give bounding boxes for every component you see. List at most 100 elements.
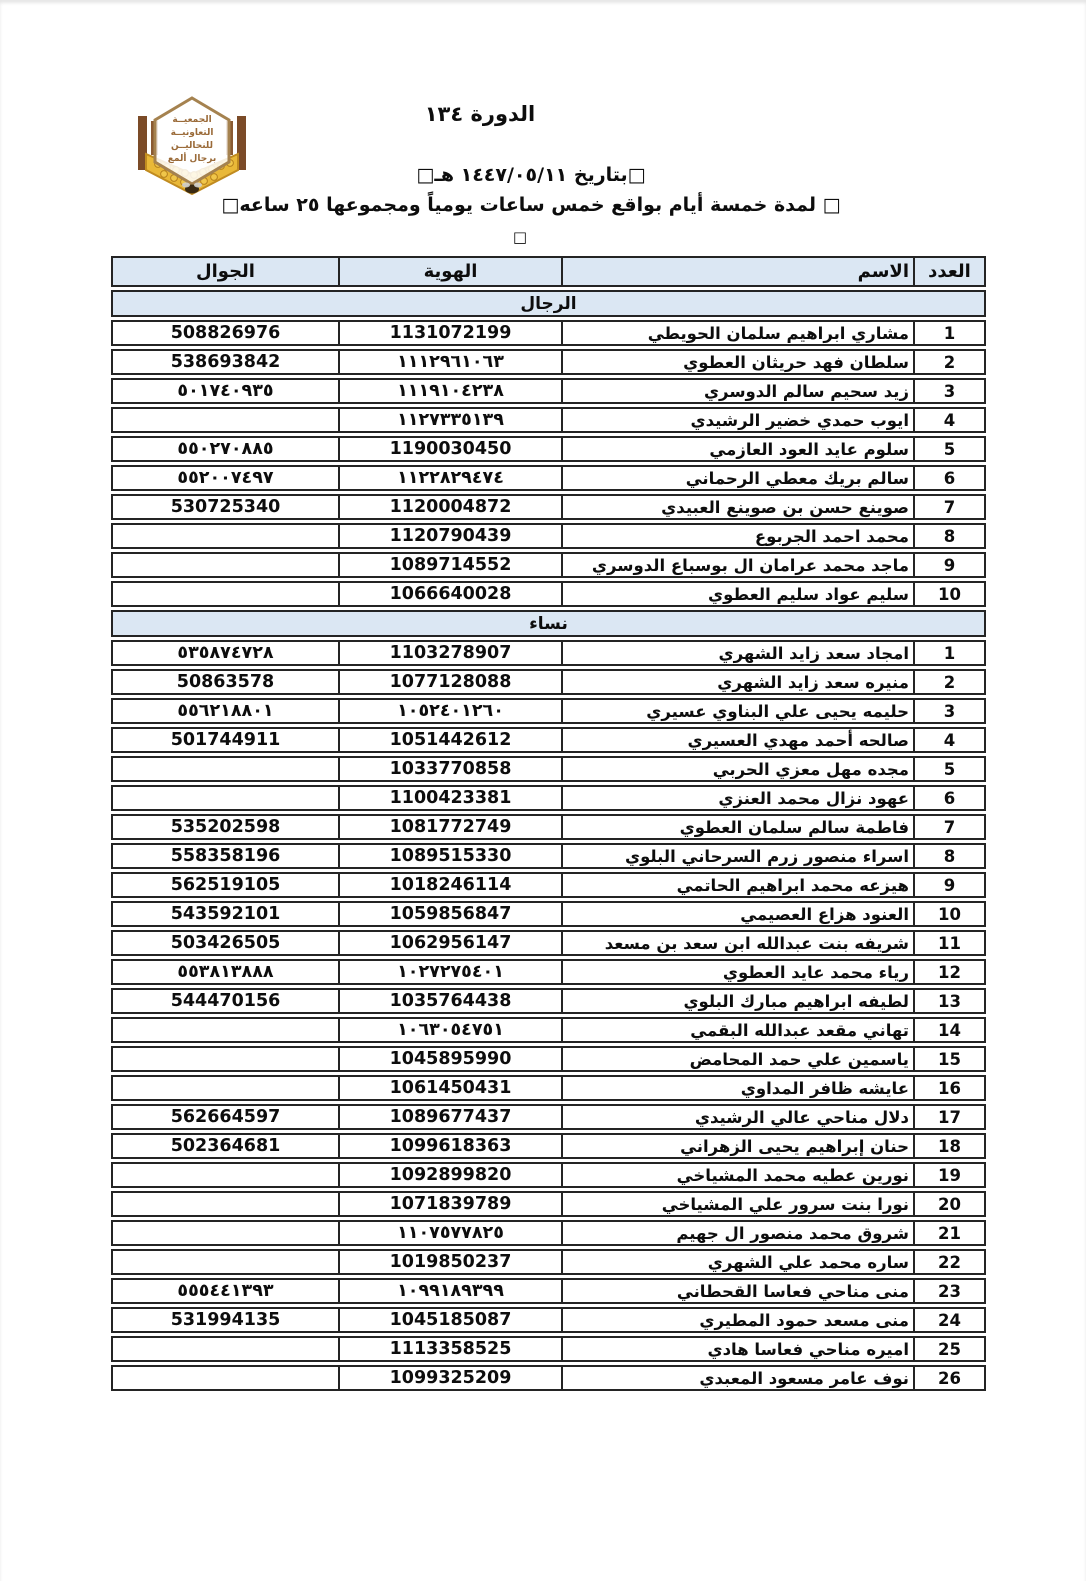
logo-hexagon (153, 96, 231, 186)
cell-count: 21 (914, 1220, 986, 1246)
cell-phone: 531994135 (111, 1307, 339, 1333)
cell-phone: 502364681 (111, 1133, 339, 1159)
cell-phone: ٥٥٠٢٧٠٨٨٥ (111, 436, 339, 462)
table-row: 6 عهود نزال محمد العنزي 1100423381 (111, 785, 986, 811)
cell-id: 1099618363 (339, 1133, 562, 1159)
cell-count: 17 (914, 1104, 986, 1130)
table-row: 22 ساره محمد علي الشهري 1019850237 (111, 1249, 986, 1275)
table-row: 11 شريفه بنت عبدالله ابن سعد بن مسعد 10629… (111, 930, 986, 956)
cell-id: 1100423381 (339, 785, 562, 811)
cell-id: 1077128088 (339, 669, 562, 695)
cell-count: 12 (914, 959, 986, 985)
cell-id: ١١٢٧٣٣٥١٣٩ (339, 407, 562, 433)
cell-name: لطيفه ابراهيم مبارك البلوي (562, 988, 914, 1014)
cell-phone: ٥٠١٧٤٠٩٣٥ (111, 378, 339, 404)
cell-phone: 535202598 (111, 814, 339, 840)
cell-phone: 538693842 (111, 349, 339, 375)
table-row: 26 نوف عامر مسعود المعبدي 1099325209 (111, 1365, 986, 1391)
cell-count: 15 (914, 1046, 986, 1072)
cell-count: 10 (914, 901, 986, 927)
cell-name: حليمه يحيى علي البناوي عسيري (562, 698, 914, 724)
cell-count: 8 (914, 523, 986, 549)
table-row: 12 رياء محمد عايد العطوي ١٠٢٧٢٧٥٤٠١ ٥٥٣٨١٣٨… (111, 959, 986, 985)
cell-phone (111, 552, 339, 578)
cell-phone: ٥٥٦٢١٨٨٠١ (111, 698, 339, 724)
cell-id: 1089714552 (339, 552, 562, 578)
cell-phone (111, 523, 339, 549)
table-row: 23 منى مناحي فعاسا القحطاني ١٠٩٩١٨٩٣٩٩ ٥٥٥٤… (111, 1278, 986, 1304)
table-row: 17 دلال مناحي عالي الرشيدي 1089677437 56266… (111, 1104, 986, 1130)
cell-name: دلال مناحي عالي الرشيدي (562, 1104, 914, 1130)
cell-id: 1018246114 (339, 872, 562, 898)
cell-id: 1089677437 (339, 1104, 562, 1130)
cell-count: 20 (914, 1191, 986, 1217)
cell-name: مجده مهل معزي الحربي (562, 756, 914, 782)
cell-phone (111, 1017, 339, 1043)
cell-phone: 544470156 (111, 988, 339, 1014)
cell-name: فاطمة سالم سلمان العطوي (562, 814, 914, 840)
cell-name: هيزعه محمد ابراهيم الحاتمي (562, 872, 914, 898)
cell-phone: 508826976 (111, 320, 339, 346)
table-row: 19 نورين عطيه محمد المشياخي 1092899820 (111, 1162, 986, 1188)
cell-phone: ٥٣٥٨٧٤٧٢٨ (111, 640, 339, 666)
cell-name: اسراء منصور زرم السرحاني البلوي (562, 843, 914, 869)
cell-count: 25 (914, 1336, 986, 1362)
table-row: 14 تهاني مقعد عبدالله البقمي ١٠٦٣٠٥٤٧٥١ (111, 1017, 986, 1043)
cell-id: 1092899820 (339, 1162, 562, 1188)
cell-id: 1071839789 (339, 1191, 562, 1217)
cell-phone: 503426505 (111, 930, 339, 956)
cell-id: 1103278907 (339, 640, 562, 666)
cell-count: 8 (914, 843, 986, 869)
cell-name: ياسمين علي حمد المحامض (562, 1046, 914, 1072)
table-row: 3 زيد سحيم سالم الدوسري ١١١٩١٠٤٢٣٨ ٥٠١٧٤٠٩٣… (111, 378, 986, 404)
table-row: 7 صوينع حسن بن صوينع العبيدي 1120004872 530… (111, 494, 986, 520)
table-row: 16 عايشه ظافر المداوي 1061450431 (111, 1075, 986, 1101)
cell-phone (111, 1162, 339, 1188)
table-row: 10 العنود هزاع العصيمي 1059856847 543592101 (111, 901, 986, 927)
cell-phone: 562664597 (111, 1104, 339, 1130)
bee-icon (182, 182, 202, 194)
cell-count: 14 (914, 1017, 986, 1043)
logo-text-line: برجال ألمع (168, 152, 216, 164)
cell-phone (111, 1075, 339, 1101)
stray-box-glyph: □ (512, 228, 528, 246)
cell-phone (111, 785, 339, 811)
cell-id: 1131072199 (339, 320, 562, 346)
cell-count: 9 (914, 552, 986, 578)
table-row: 18 حنان إبراهيم يحيى الزهراني 1099618363 50… (111, 1133, 986, 1159)
cell-name: امجاد سعد زايد الشهري (562, 640, 914, 666)
cell-count: 1 (914, 320, 986, 346)
cell-count: 9 (914, 872, 986, 898)
table-row: 1 امجاد سعد زايد الشهري 1103278907 ٥٣٥٨٧٤٧٢… (111, 640, 986, 666)
cell-name: زيد سحيم سالم الدوسري (562, 378, 914, 404)
cell-name: شريفه بنت عبدالله ابن سعد بن مسعد (562, 930, 914, 956)
cell-id: 1051442612 (339, 727, 562, 753)
cell-name: سلطان فهد حريثان العطوي (562, 349, 914, 375)
cell-id: 1033770858 (339, 756, 562, 782)
cell-id: 1120790439 (339, 523, 562, 549)
cell-name: ماجد محمد عرامان ال بوسباع الدوسري (562, 552, 914, 578)
cell-phone (111, 1365, 339, 1391)
cell-name: ساره محمد علي الشهري (562, 1249, 914, 1275)
cell-phone (111, 1046, 339, 1072)
cell-id: 1061450431 (339, 1075, 562, 1101)
cell-phone: 558358196 (111, 843, 339, 869)
table-row: 3 حليمه يحيى علي البناوي عسيري ١٠٥٢٤٠١٢٦٠ ٥… (111, 698, 986, 724)
cell-name: تهاني مقعد عبدالله البقمي (562, 1017, 914, 1043)
cell-id: 1059856847 (339, 901, 562, 927)
cell-id: 1099325209 (339, 1365, 562, 1391)
cell-phone (111, 756, 339, 782)
cell-id: 1045185087 (339, 1307, 562, 1333)
cell-count: 18 (914, 1133, 986, 1159)
table-row: 20 نورا بنت سرور علي المشياخي 1071839789 (111, 1191, 986, 1217)
cell-id: ١٠٢٧٢٧٥٤٠١ (339, 959, 562, 985)
cell-id: ١١٠٧٥٧٧٨٢٥ (339, 1220, 562, 1246)
cell-count: 4 (914, 727, 986, 753)
association-logo: الجمعيــة التعاونيــة للنحاليــن برجال أ… (138, 96, 246, 196)
cell-count: 6 (914, 785, 986, 811)
table-row: 10 سليم عواد سليم العطوي 1066640028 (111, 581, 986, 607)
table-row: 25 اميره مناحي فعاسا هادي 1113358525 (111, 1336, 986, 1362)
cell-count: 3 (914, 698, 986, 724)
cell-id: 1089515330 (339, 843, 562, 869)
